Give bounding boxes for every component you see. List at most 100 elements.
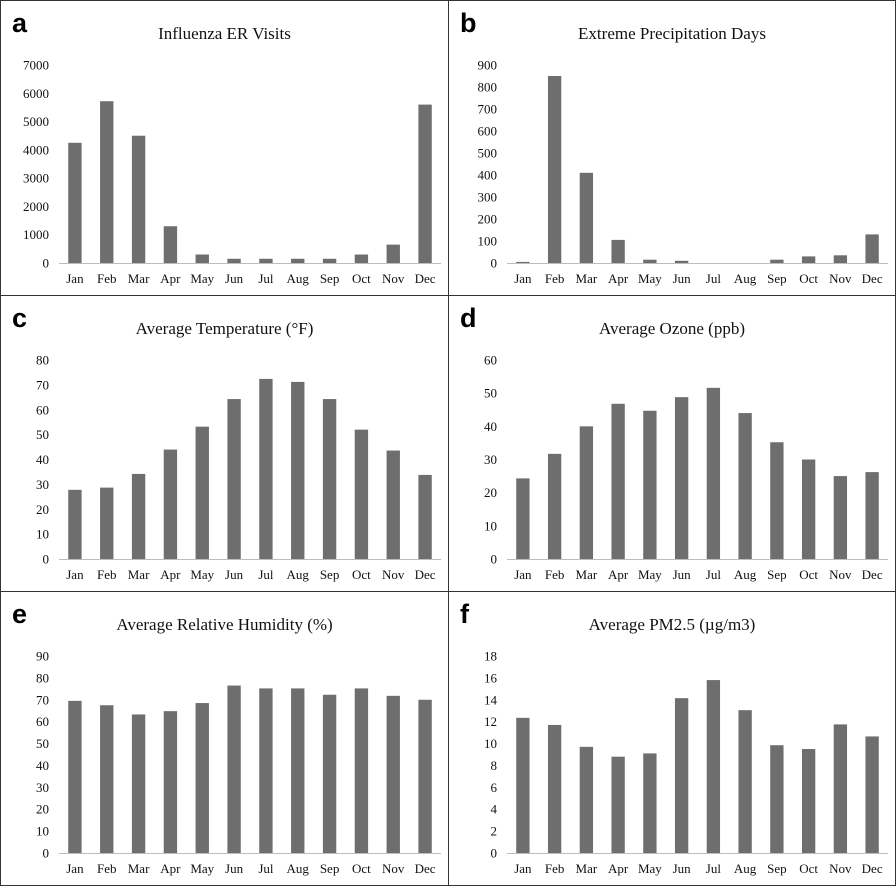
bar-oct: [801, 256, 816, 263]
x-tick-label: Jan: [514, 567, 532, 582]
bar-aug: [738, 710, 752, 853]
x-tick-label: Jan: [66, 567, 84, 582]
x-tick-label: Jul: [258, 861, 274, 876]
y-tick-label: 14: [484, 692, 498, 707]
x-tick-label: Mar: [576, 861, 598, 876]
chart-svg-e: e Average Relative Humidity (%) 0 10 20 30 40 5…: [12, 599, 441, 876]
y-tick-label: 20: [36, 802, 49, 817]
x-tick-label: May: [638, 861, 662, 876]
y-tick-label: 40: [484, 419, 497, 434]
x-tick-label: Apr: [160, 567, 181, 582]
chart-svg-d: d Average Ozone (ppb) 0 10 20 30 40 50 60 Jan Feb M…: [460, 303, 888, 582]
x-tick-label: Mar: [128, 861, 150, 876]
x-tick-label: Sep: [320, 567, 340, 582]
y-tick-label: 60: [484, 353, 497, 368]
x-tick-label: May: [638, 567, 662, 582]
x-tick-label: Dec: [862, 567, 883, 582]
y-tick-label: 600: [478, 124, 498, 139]
bar-sep: [770, 745, 784, 853]
x-tick-label: Jul: [258, 271, 274, 286]
x-tick-label: Mar: [576, 271, 598, 286]
x-tick-label: Jun: [673, 567, 692, 582]
chart-panel-c: c Average Temperature (°F) 0 10 20 30 40 50 60 70…: [1, 296, 449, 592]
panel-letter: a: [12, 8, 28, 38]
bar-feb: [547, 724, 562, 853]
x-tick-label: Jun: [673, 271, 692, 286]
y-tick-label: 70: [36, 377, 49, 392]
chart-svg-c: c Average Temperature (°F) 0 10 20 30 40 50 60 70…: [12, 303, 441, 582]
x-tick-label: Aug: [734, 271, 757, 286]
bar-may: [643, 410, 657, 559]
y-tick-label: 90: [36, 649, 49, 664]
bar-dec: [418, 474, 432, 559]
bar-oct: [801, 459, 816, 559]
chart-panel-b: b Extreme Precipitation Days 0 100 200 300 400…: [449, 1, 896, 296]
x-tick-label: Jan: [66, 861, 84, 876]
x-tick-label: Apr: [608, 567, 629, 582]
x-tick-label: Sep: [320, 861, 340, 876]
x-tick-label: Aug: [734, 567, 757, 582]
bar-aug: [291, 381, 305, 559]
y-tick-label: 12: [484, 714, 497, 729]
bar-feb: [547, 453, 562, 559]
bar-nov: [386, 244, 400, 263]
bar-sep: [770, 259, 784, 263]
y-tick-label: 500: [478, 146, 498, 161]
x-tick-label: Aug: [734, 861, 757, 876]
x-tick-label: May: [638, 271, 662, 286]
bar-mar: [131, 135, 146, 263]
y-tick-label: 800: [478, 80, 498, 95]
bar-jun: [674, 260, 689, 263]
y-tick-label: 60: [36, 402, 49, 417]
y-tick-label: 2: [491, 824, 498, 839]
y-tick-label: 18: [484, 649, 497, 664]
bar-mar: [579, 746, 594, 853]
x-tick-label: Jun: [673, 861, 692, 876]
chart-svg-b: b Extreme Precipitation Days 0 100 200 300 400…: [460, 8, 888, 286]
y-tick-label: 40: [36, 452, 49, 467]
x-tick-label: Jul: [706, 271, 722, 286]
x-tick-label: Jul: [258, 567, 274, 582]
x-tick-label: Feb: [97, 567, 117, 582]
chart-title: Average Ozone (ppb): [599, 319, 745, 338]
y-tick-label: 200: [478, 212, 498, 227]
bar-sep: [770, 442, 784, 559]
x-tick-label: May: [190, 567, 214, 582]
x-tick-label: Apr: [608, 861, 629, 876]
y-tick-label: 0: [43, 846, 50, 861]
bar-sep: [322, 694, 337, 853]
x-tick-label: Mar: [128, 567, 150, 582]
bar-jun: [227, 399, 241, 559]
x-tick-label: May: [190, 271, 214, 286]
bar-jan: [516, 717, 530, 853]
x-tick-label: Jan: [66, 271, 84, 286]
y-tick-label: 80: [36, 670, 49, 685]
bar-dec: [865, 736, 879, 853]
chart-panel-e: e Average Relative Humidity (%) 0 10 20 30 40 5…: [1, 592, 449, 886]
bar-apr: [611, 756, 625, 853]
bar-feb: [100, 705, 114, 853]
x-tick-label: Jun: [225, 567, 244, 582]
x-tick-label: Nov: [829, 567, 852, 582]
bar-mar: [131, 473, 146, 559]
bar-jan: [68, 489, 82, 559]
y-tick-label: 7000: [23, 58, 49, 73]
panel-letter: d: [460, 303, 477, 333]
y-tick-label: 0: [43, 552, 50, 567]
bar-may: [195, 426, 209, 559]
x-tick-label: Nov: [382, 271, 405, 286]
bar-apr: [163, 711, 178, 853]
x-tick-label: Feb: [97, 271, 117, 286]
chart-title: Average Temperature (°F): [136, 319, 314, 338]
x-tick-label: Jul: [706, 861, 722, 876]
bar-nov: [833, 476, 848, 559]
bar-jun: [227, 685, 241, 853]
bar-dec: [865, 234, 879, 263]
x-tick-label: Mar: [128, 271, 150, 286]
x-tick-label: Oct: [352, 861, 371, 876]
bar-oct: [354, 688, 369, 853]
chart-title: Extreme Precipitation Days: [578, 24, 766, 43]
chart-panel-f: f Average PM2.5 (µg/m3) 0 2 4 6 8 10 12 14 16 18 Jan…: [449, 592, 896, 886]
bar-dec: [418, 699, 432, 853]
bar-oct: [354, 429, 369, 559]
